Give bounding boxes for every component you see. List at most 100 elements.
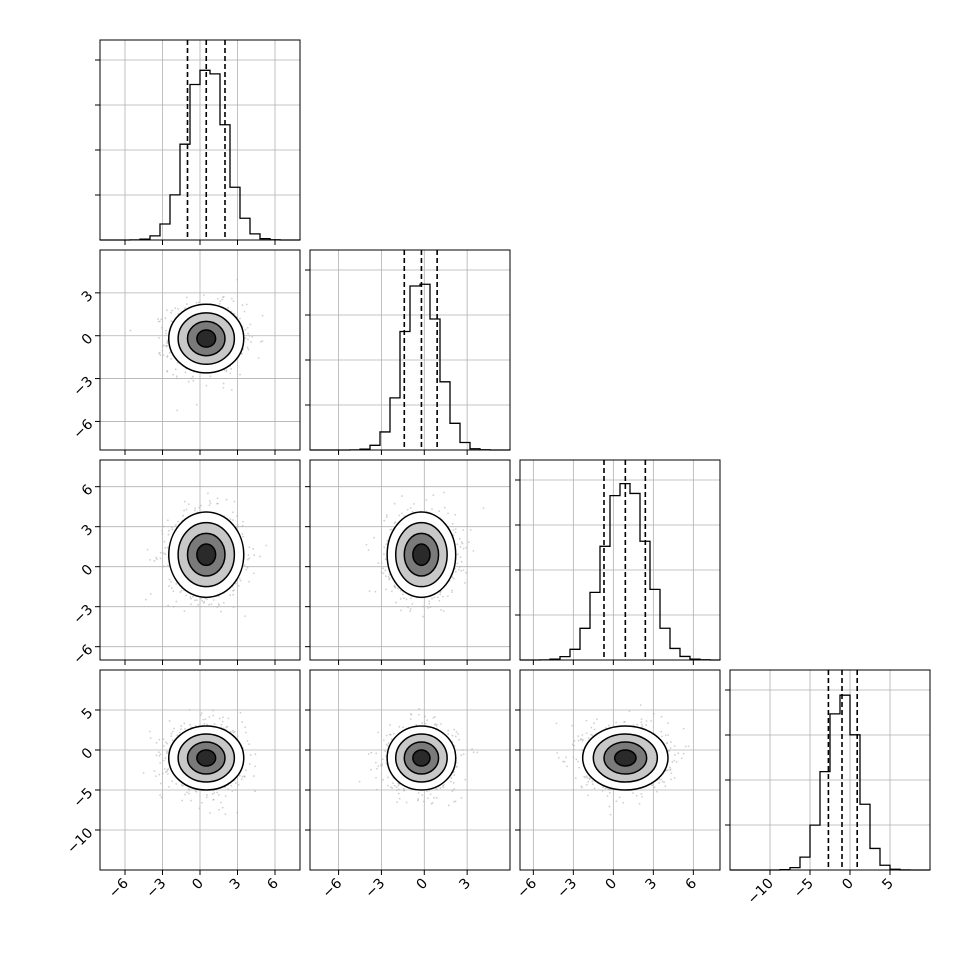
scatter-point <box>377 731 379 734</box>
scatter-point <box>153 770 156 772</box>
scatter-point <box>668 766 671 769</box>
scatter-point <box>183 509 185 512</box>
scatter-point <box>390 738 393 741</box>
scatter-point <box>380 562 383 564</box>
scatter-point <box>645 720 648 722</box>
scatter-point <box>245 568 248 571</box>
y-tick-label: 3 <box>79 522 97 540</box>
scatter-point <box>238 774 241 777</box>
scatter-point <box>428 789 430 792</box>
scatter-point <box>167 564 169 567</box>
scatter-point <box>641 725 644 728</box>
scatter-point <box>653 712 655 715</box>
scatter-point <box>158 738 161 741</box>
scatter-point <box>231 729 234 732</box>
histogram-panel <box>305 249 511 455</box>
scatter-point <box>388 733 391 736</box>
scatter-point <box>461 542 464 545</box>
scatter-point <box>166 752 168 755</box>
histogram-step <box>519 483 721 661</box>
axes-frame <box>519 459 721 661</box>
scatter-point <box>247 554 250 556</box>
scatter-point <box>395 789 398 792</box>
scatter-point <box>200 504 202 507</box>
scatter-point <box>456 765 458 768</box>
scatter-point <box>166 519 169 522</box>
scatter-point <box>223 369 226 372</box>
scatter-point <box>236 811 239 814</box>
scatter-point <box>190 597 192 600</box>
scatter-point <box>439 593 442 596</box>
scatter-point <box>457 553 459 556</box>
scatter-point <box>167 604 169 607</box>
scatter-point <box>217 502 219 505</box>
scatter-point <box>185 508 188 511</box>
scatter-point <box>158 751 160 754</box>
scatter-point <box>459 556 462 558</box>
x-tick-label: −3 <box>362 876 388 902</box>
scatter-point <box>440 609 442 611</box>
scatter-point <box>417 713 420 716</box>
scatter-point <box>149 558 151 561</box>
scatter-point <box>234 782 237 784</box>
scatter-point <box>587 794 590 797</box>
scatter-point <box>382 572 385 575</box>
scatter-point <box>241 775 244 778</box>
scatter-point <box>447 804 450 807</box>
scatter-point <box>221 806 224 809</box>
scatter-point <box>428 600 431 603</box>
scatter-point <box>225 369 228 371</box>
scatter-point <box>358 780 361 783</box>
scatter-point <box>155 741 158 744</box>
scatter-point <box>395 786 398 789</box>
scatter-point <box>170 357 172 360</box>
scatter-point <box>212 599 215 601</box>
scatter-points <box>145 492 268 618</box>
scatter-point <box>209 375 212 378</box>
scatter-point <box>398 725 401 728</box>
scatter-point <box>229 372 232 375</box>
scatter-point <box>239 373 241 376</box>
scatter-point <box>386 539 389 542</box>
scatter-point <box>601 789 604 792</box>
scatter-point <box>441 595 444 598</box>
scatter-point <box>220 723 223 726</box>
scatter-point <box>453 774 456 777</box>
scatter-point <box>172 373 175 376</box>
scatter-point <box>194 507 197 510</box>
scatter-point <box>370 768 372 771</box>
y-tick-label: −10 <box>64 825 96 857</box>
scatter-point <box>451 790 454 793</box>
scatter-point <box>421 722 424 724</box>
scatter-point <box>146 548 149 551</box>
scatter-point <box>384 558 387 561</box>
scatter-point <box>187 503 190 506</box>
scatter-point <box>397 792 400 795</box>
scatter-point <box>162 344 165 347</box>
scatter-point <box>246 326 249 329</box>
scatter-point <box>409 610 412 613</box>
scatter-point <box>398 797 401 800</box>
scatter-point <box>393 584 396 587</box>
scatter-point <box>159 320 161 323</box>
scatter-point <box>447 729 450 732</box>
y-tick-label: −6 <box>70 416 96 442</box>
scatter-point <box>379 764 382 766</box>
scatter-point <box>170 311 172 314</box>
scatter-point <box>166 773 169 775</box>
scatter-point <box>224 813 227 816</box>
density-contour <box>196 329 217 348</box>
scatter-point <box>183 610 186 613</box>
scatter-point <box>250 341 252 343</box>
scatter-point <box>168 720 171 722</box>
scatter-point <box>162 552 165 555</box>
scatter-point <box>482 507 485 510</box>
scatter-point <box>235 582 237 585</box>
scatter-point <box>230 389 233 391</box>
scatter-point <box>221 298 224 301</box>
scatter-point <box>232 593 235 596</box>
scatter-point <box>170 580 172 583</box>
scatter-point <box>162 565 165 568</box>
scatter-point <box>159 557 162 560</box>
scatter-point <box>377 765 380 768</box>
